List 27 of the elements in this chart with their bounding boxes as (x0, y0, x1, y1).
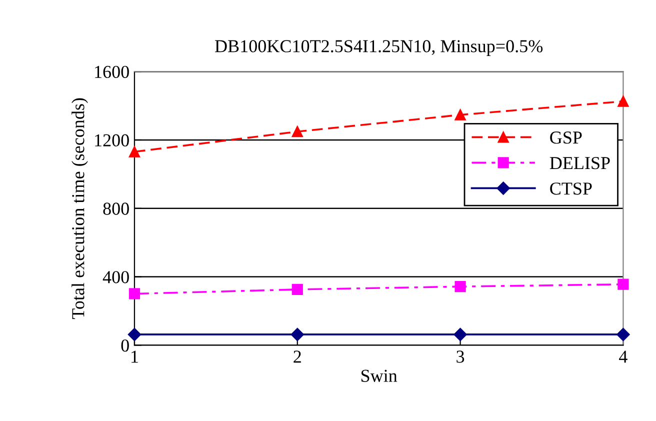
point (290, 328, 304, 342)
legend-label: GSP (550, 132, 582, 144)
y-tick-label: 1200 (95, 134, 129, 146)
point (454, 281, 466, 292)
point (292, 126, 303, 138)
point (616, 328, 630, 342)
point (618, 278, 629, 290)
chart-title: DB100KC10T2.5S4I1.25N10, Minsup=0.5% (215, 40, 543, 56)
legend-label: CTSP (550, 182, 592, 195)
point (618, 96, 629, 107)
y-tick-label: 1600 (95, 66, 129, 78)
point (128, 146, 140, 158)
point (128, 288, 140, 300)
legend-label: DELISP (550, 157, 610, 170)
x-tick-label: 3 (456, 350, 464, 363)
y-axis-title: Total execution time (seconds) (72, 98, 88, 319)
x-axis-title: Swin (361, 370, 398, 382)
point (128, 328, 142, 342)
point (292, 284, 303, 296)
point (454, 109, 466, 120)
x-tick-label: 2 (294, 350, 301, 363)
y-tick-label: 0 (121, 339, 129, 352)
x-tick-label: 4 (619, 350, 628, 363)
x-tick-label: 1 (132, 350, 138, 363)
point (454, 328, 467, 342)
y-tick-label: 800 (103, 202, 129, 215)
y-tick-label: 400 (102, 271, 129, 284)
